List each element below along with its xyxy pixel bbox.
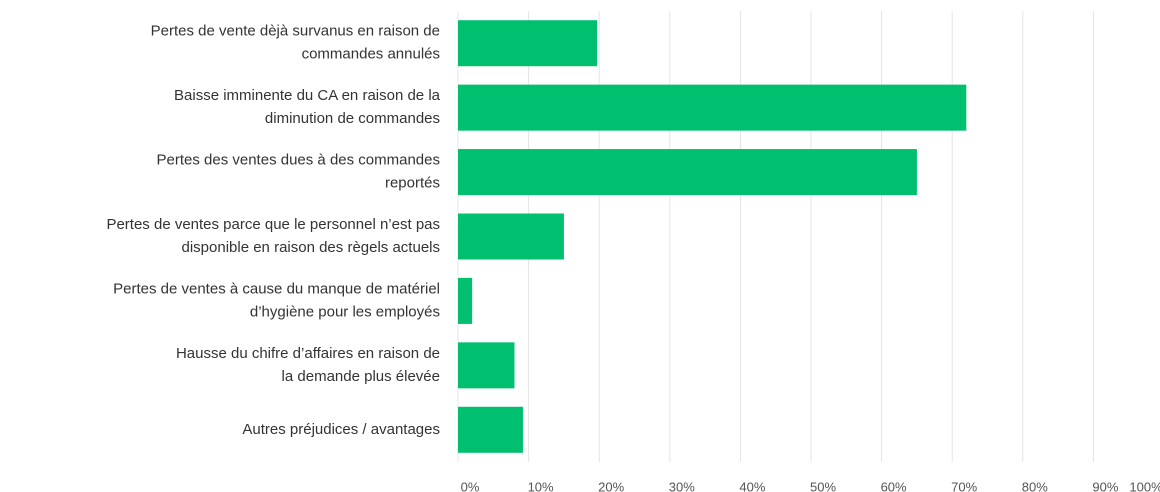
x-tick-label: 30% <box>669 479 695 492</box>
bar <box>458 406 523 453</box>
bar <box>458 277 473 324</box>
x-tick-label: 60% <box>881 479 907 492</box>
y-tick-label: d’hygiène pour les employés <box>250 303 440 320</box>
bar <box>458 20 598 67</box>
bar <box>458 342 515 389</box>
y-tick-label: Pertes des ventes dues à des commandes <box>157 152 441 169</box>
y-tick-label: reportés <box>385 175 440 192</box>
y-tick-label: commandes annulés <box>302 46 440 63</box>
x-tick-label: 100% <box>1129 479 1160 492</box>
y-tick-label: Pertes de ventes parce que le personnel … <box>106 216 440 233</box>
x-tick-label: 70% <box>951 479 977 492</box>
y-tick-label: Hausse du chifre d’affaires en raison de <box>176 345 440 362</box>
x-tick-label: 80% <box>1022 479 1048 492</box>
bar <box>458 149 917 196</box>
x-tick-label: 50% <box>810 479 836 492</box>
x-tick-label: 40% <box>739 479 765 492</box>
bar <box>458 84 967 131</box>
x-tick-label: 0% <box>461 479 480 492</box>
x-tick-label: 10% <box>528 479 554 492</box>
y-tick-label: la demande plus élevée <box>282 368 440 385</box>
x-tick-label: 20% <box>598 479 624 492</box>
y-tick-label: Pertes de vente dèjà survanus en raison … <box>151 23 440 40</box>
y-tick-label: disponible en raison des règels actuels <box>182 239 441 256</box>
y-tick-label: Autres préjudices / avantages <box>242 421 440 438</box>
y-tick-label: diminution de commandes <box>265 110 440 127</box>
x-tick-label: 90% <box>1092 479 1118 492</box>
bar <box>458 213 564 260</box>
y-tick-label: Baisse imminente du CA en raison de la <box>174 87 441 104</box>
y-tick-label: Pertes de ventes à cause du manque de ma… <box>113 280 440 297</box>
